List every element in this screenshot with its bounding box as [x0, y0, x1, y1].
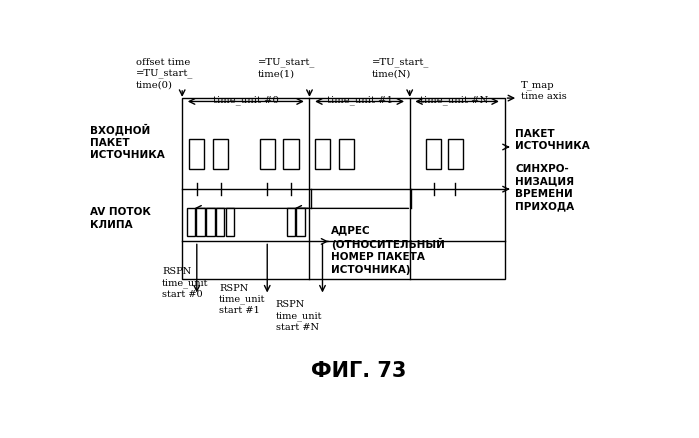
Bar [447, 138, 463, 169]
Text: СИНХРО-
НИЗАЦИЯ
ВРЕМЕНИ
ПРИХОДА: СИНХРО- НИЗАЦИЯ ВРЕМЕНИ ПРИХОДА [515, 164, 575, 211]
Text: offset time
=TU_start_
time(0): offset time =TU_start_ time(0) [136, 58, 194, 89]
Text: ПАКЕТ
ИСТОЧНИКА: ПАКЕТ ИСТОЧНИКА [515, 129, 590, 152]
Bar [339, 138, 354, 169]
Bar [259, 138, 275, 169]
Bar [196, 208, 205, 237]
Text: ФИГ. 73: ФИГ. 73 [310, 361, 406, 381]
Bar [296, 208, 305, 237]
Text: time_unit #N: time_unit #N [420, 95, 488, 105]
Bar [284, 138, 298, 169]
Text: =TU_start_
time(N): =TU_start_ time(N) [372, 58, 429, 78]
Bar [213, 138, 228, 169]
Text: time_unit #0: time_unit #0 [212, 95, 278, 105]
Bar [315, 138, 330, 169]
Text: time_unit #1: time_unit #1 [327, 95, 393, 105]
Text: RSPN
time_unit
start #N: RSPN time_unit start #N [276, 300, 322, 332]
Text: АДРЕС
(ОТНОСИТЕЛЬНЫЙ
НОМЕР ПАКЕТА
ИСТОЧНИКА): АДРЕС (ОТНОСИТЕЛЬНЫЙ НОМЕР ПАКЕТА ИСТОЧН… [331, 225, 445, 275]
Text: RSPN
time_unit
start #1: RSPN time_unit start #1 [219, 283, 266, 315]
Bar [226, 208, 234, 237]
Text: T_map
time axis: T_map time axis [521, 80, 566, 101]
Bar [182, 98, 505, 279]
Text: =TU_start_
time(1): =TU_start_ time(1) [258, 58, 315, 78]
Bar [189, 138, 204, 169]
Text: RSPN
time_unit
start #0: RSPN time_unit start #0 [162, 267, 208, 299]
Bar [426, 138, 441, 169]
Bar [216, 208, 224, 237]
Bar [187, 208, 195, 237]
Bar [206, 208, 215, 237]
Text: AV ПОТОК
КЛИПА: AV ПОТОК КЛИПА [90, 207, 151, 230]
Bar [287, 208, 296, 237]
Text: ВХОДНОЙ
ПАКЕТ
ИСТОЧНИКА: ВХОДНОЙ ПАКЕТ ИСТОЧНИКА [90, 124, 165, 160]
